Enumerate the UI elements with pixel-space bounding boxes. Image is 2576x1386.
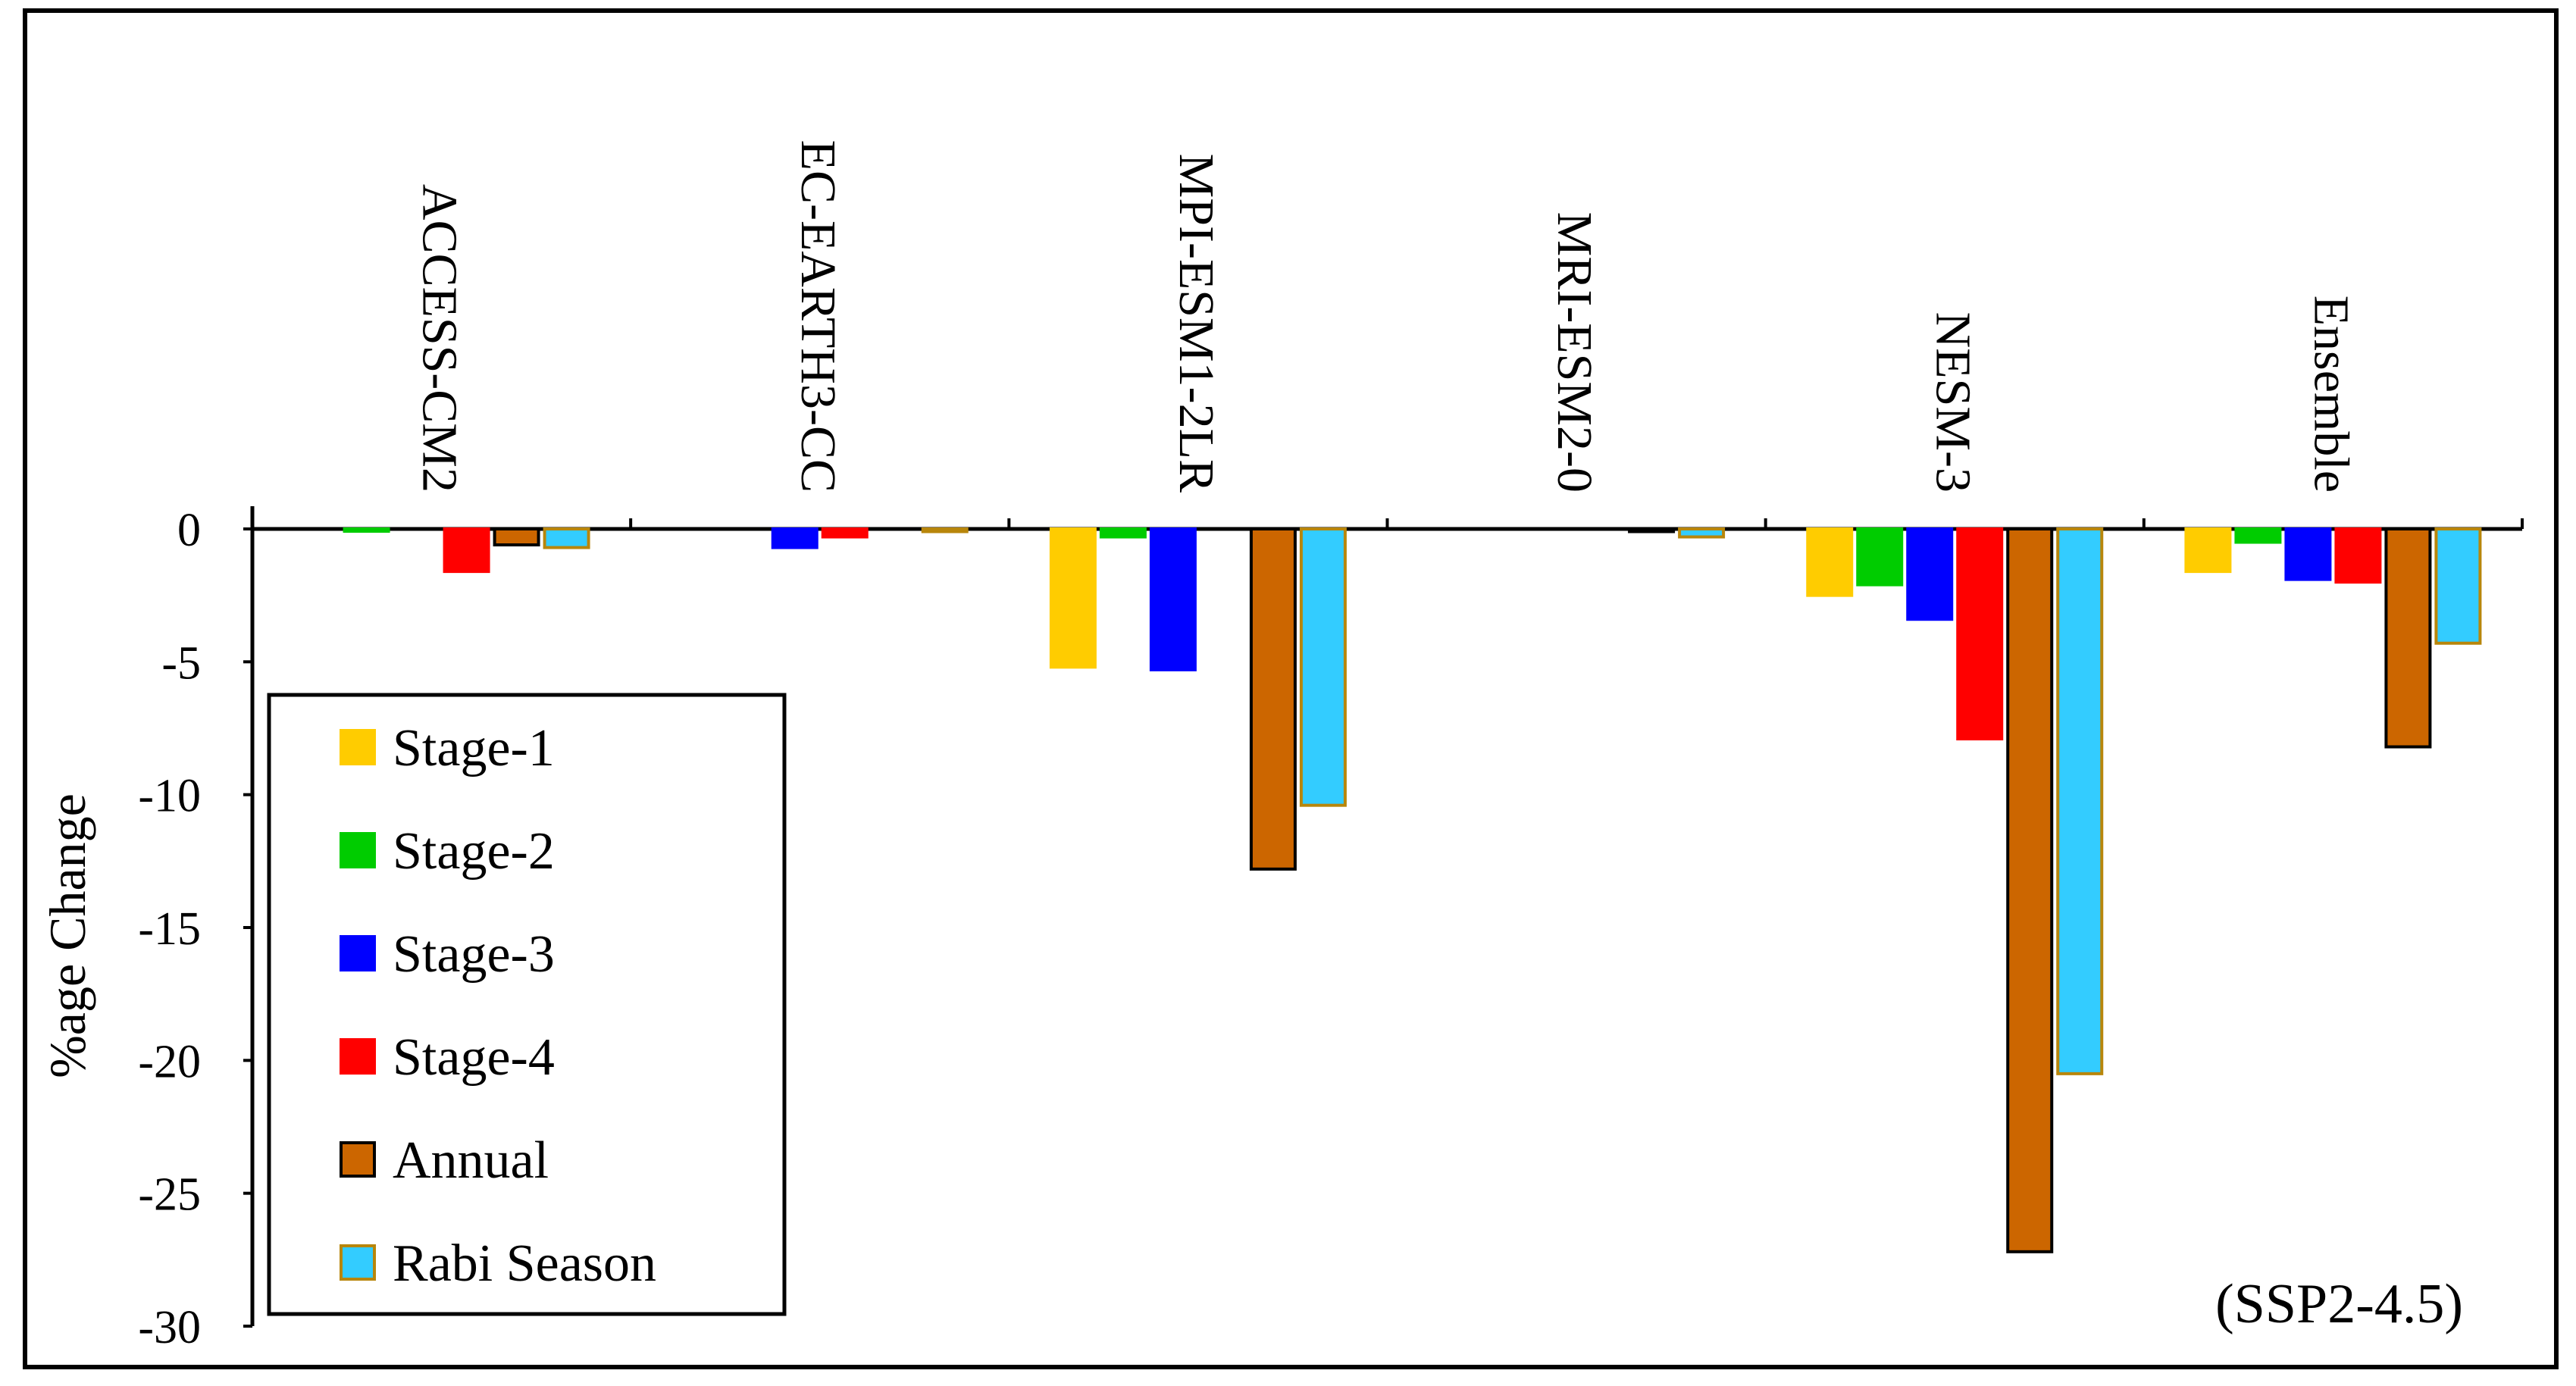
legend-swatch [340,1038,376,1075]
bar [1149,527,1197,671]
y-axis-title: %age Change [39,793,96,1078]
y-tick-label: -15 [138,903,201,955]
bar [1806,527,1854,597]
legend-label: Annual [393,1131,549,1190]
category-label: Ensemble [2303,296,2358,493]
bar [1906,527,1954,621]
scenario-annotation: (SSP2-4.5) [2215,1273,2463,1335]
y-tick-label: 0 [177,505,201,556]
legend-label: Stage-1 [393,719,555,777]
bar [2384,527,2432,749]
bar [2184,527,2232,574]
category-label: EC-EARTH3-CC [790,140,846,493]
legend-swatch [340,832,376,868]
legend-label: Stage-3 [393,925,555,984]
bar [1628,527,1676,533]
bar [543,527,590,549]
category-label: NESM-3 [1925,312,1980,493]
legend-swatch [340,1244,376,1281]
bar [2056,527,2104,1075]
y-tick-label: -25 [138,1169,201,1221]
y-tick-label: -10 [138,771,201,822]
category-label: MRI-ESM2-0 [1547,212,1602,493]
y-tick-label: -20 [138,1036,201,1087]
bar [1299,527,1347,807]
bar [1099,527,1147,539]
legend-swatch [340,935,376,971]
labels-layer: 0 -5 -10 -15 -20 -25 -30 ACCESS-CM2 EC-EARTH3-CC… [138,140,2358,1353]
category-label: ACCESS-CM2 [412,184,468,493]
bar [821,527,869,539]
legend-label: Stage-4 [393,1028,555,1087]
legend-swatch [340,1141,376,1178]
category-label: MPI-ESM1-2LR [1169,154,1224,493]
bar [2284,527,2332,581]
bar [771,527,818,549]
bar [443,527,490,574]
y-tick-label: -30 [138,1302,201,1353]
legend-box [267,693,787,1316]
bar [2006,527,2054,1253]
legend-label: Rabi Season [393,1234,656,1293]
bar [1956,527,2004,741]
legend-label: Stage-2 [393,822,555,881]
bar [921,527,969,533]
legend: Stage-1 Stage-2 Stage-3 Stage-4 Annual Rabi S… [267,693,787,1316]
y-tick-label: -5 [161,637,201,689]
bar [2434,527,2482,645]
bar [343,527,390,533]
legend-swatch [340,729,376,765]
axes-layer [243,506,2524,1328]
bars-layer [343,527,2482,1253]
bar [493,527,540,547]
bar [1856,527,1904,587]
bar [1678,527,1726,539]
bar [2334,527,2382,584]
bar [1049,527,1097,669]
bar [1249,527,1297,871]
bar [2234,527,2282,544]
